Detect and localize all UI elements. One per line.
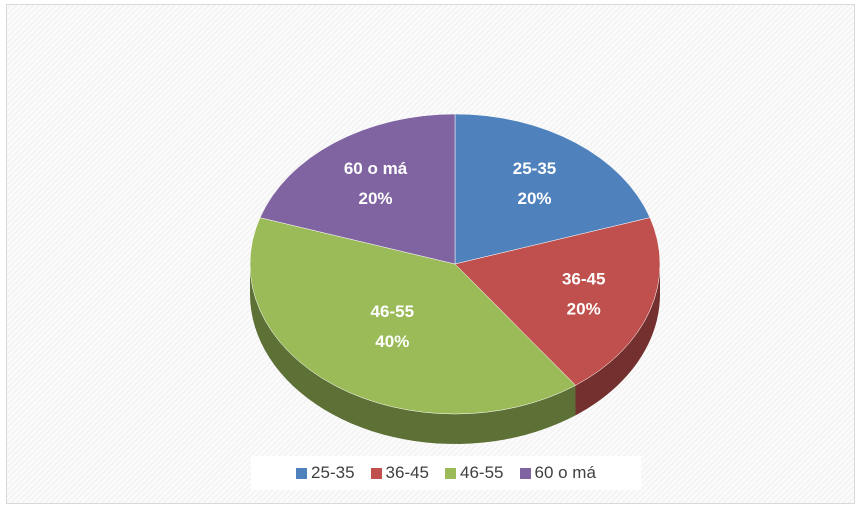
data-label-46-55: 46-55 40% xyxy=(371,302,414,351)
data-labels: 25-35 20% 36-45 20% 46-55 40% 60 o má 20% xyxy=(344,159,606,351)
legend-item-36-45: 36-45 xyxy=(370,463,430,483)
data-label-category: 36-45 xyxy=(562,270,605,289)
pie-side-46-55 xyxy=(250,264,576,444)
pie-slice-36-45 xyxy=(454,217,661,386)
legend-label-36-45: 36-45 xyxy=(385,463,430,482)
legend-label-60-o-ma: 60 o má xyxy=(534,463,596,482)
legend-swatch-60-o-ma xyxy=(519,467,531,479)
legend-label-25-35: 25-35 xyxy=(311,463,355,482)
pie-slice-46-55 xyxy=(249,217,576,415)
data-label-60-o-ma: 60 o má 20% xyxy=(344,159,408,208)
pie-slice-25-35 xyxy=(454,113,651,265)
legend-item-60-o-ma: 60 o má xyxy=(519,463,596,483)
legend-swatch-46-55 xyxy=(445,467,457,479)
data-label-25-35: 25-35 20% xyxy=(513,159,556,208)
legend: 25-35 36-45 46-55 60 o má xyxy=(251,456,641,490)
data-label-percent: 20% xyxy=(567,300,601,319)
pie-side-36-45 xyxy=(575,264,660,416)
data-label-category: 46-55 xyxy=(371,302,414,321)
data-label-percent: 20% xyxy=(358,189,392,208)
legend-swatch-36-45 xyxy=(370,467,382,479)
pie-slice-60-o-ma xyxy=(259,113,456,265)
legend-label-46-55: 46-55 xyxy=(460,463,504,482)
pie-sides xyxy=(250,264,660,444)
data-label-percent: 20% xyxy=(517,189,551,208)
legend-item-25-35: 25-35 xyxy=(296,463,355,483)
data-label-36-45: 36-45 20% xyxy=(562,270,605,319)
legend-item-46-55: 46-55 xyxy=(445,463,504,483)
pie-top xyxy=(249,113,661,415)
data-label-percent: 40% xyxy=(375,332,409,351)
data-label-category: 25-35 xyxy=(513,159,556,178)
legend-swatch-25-35 xyxy=(296,467,308,479)
data-label-category: 60 o má xyxy=(344,159,408,178)
